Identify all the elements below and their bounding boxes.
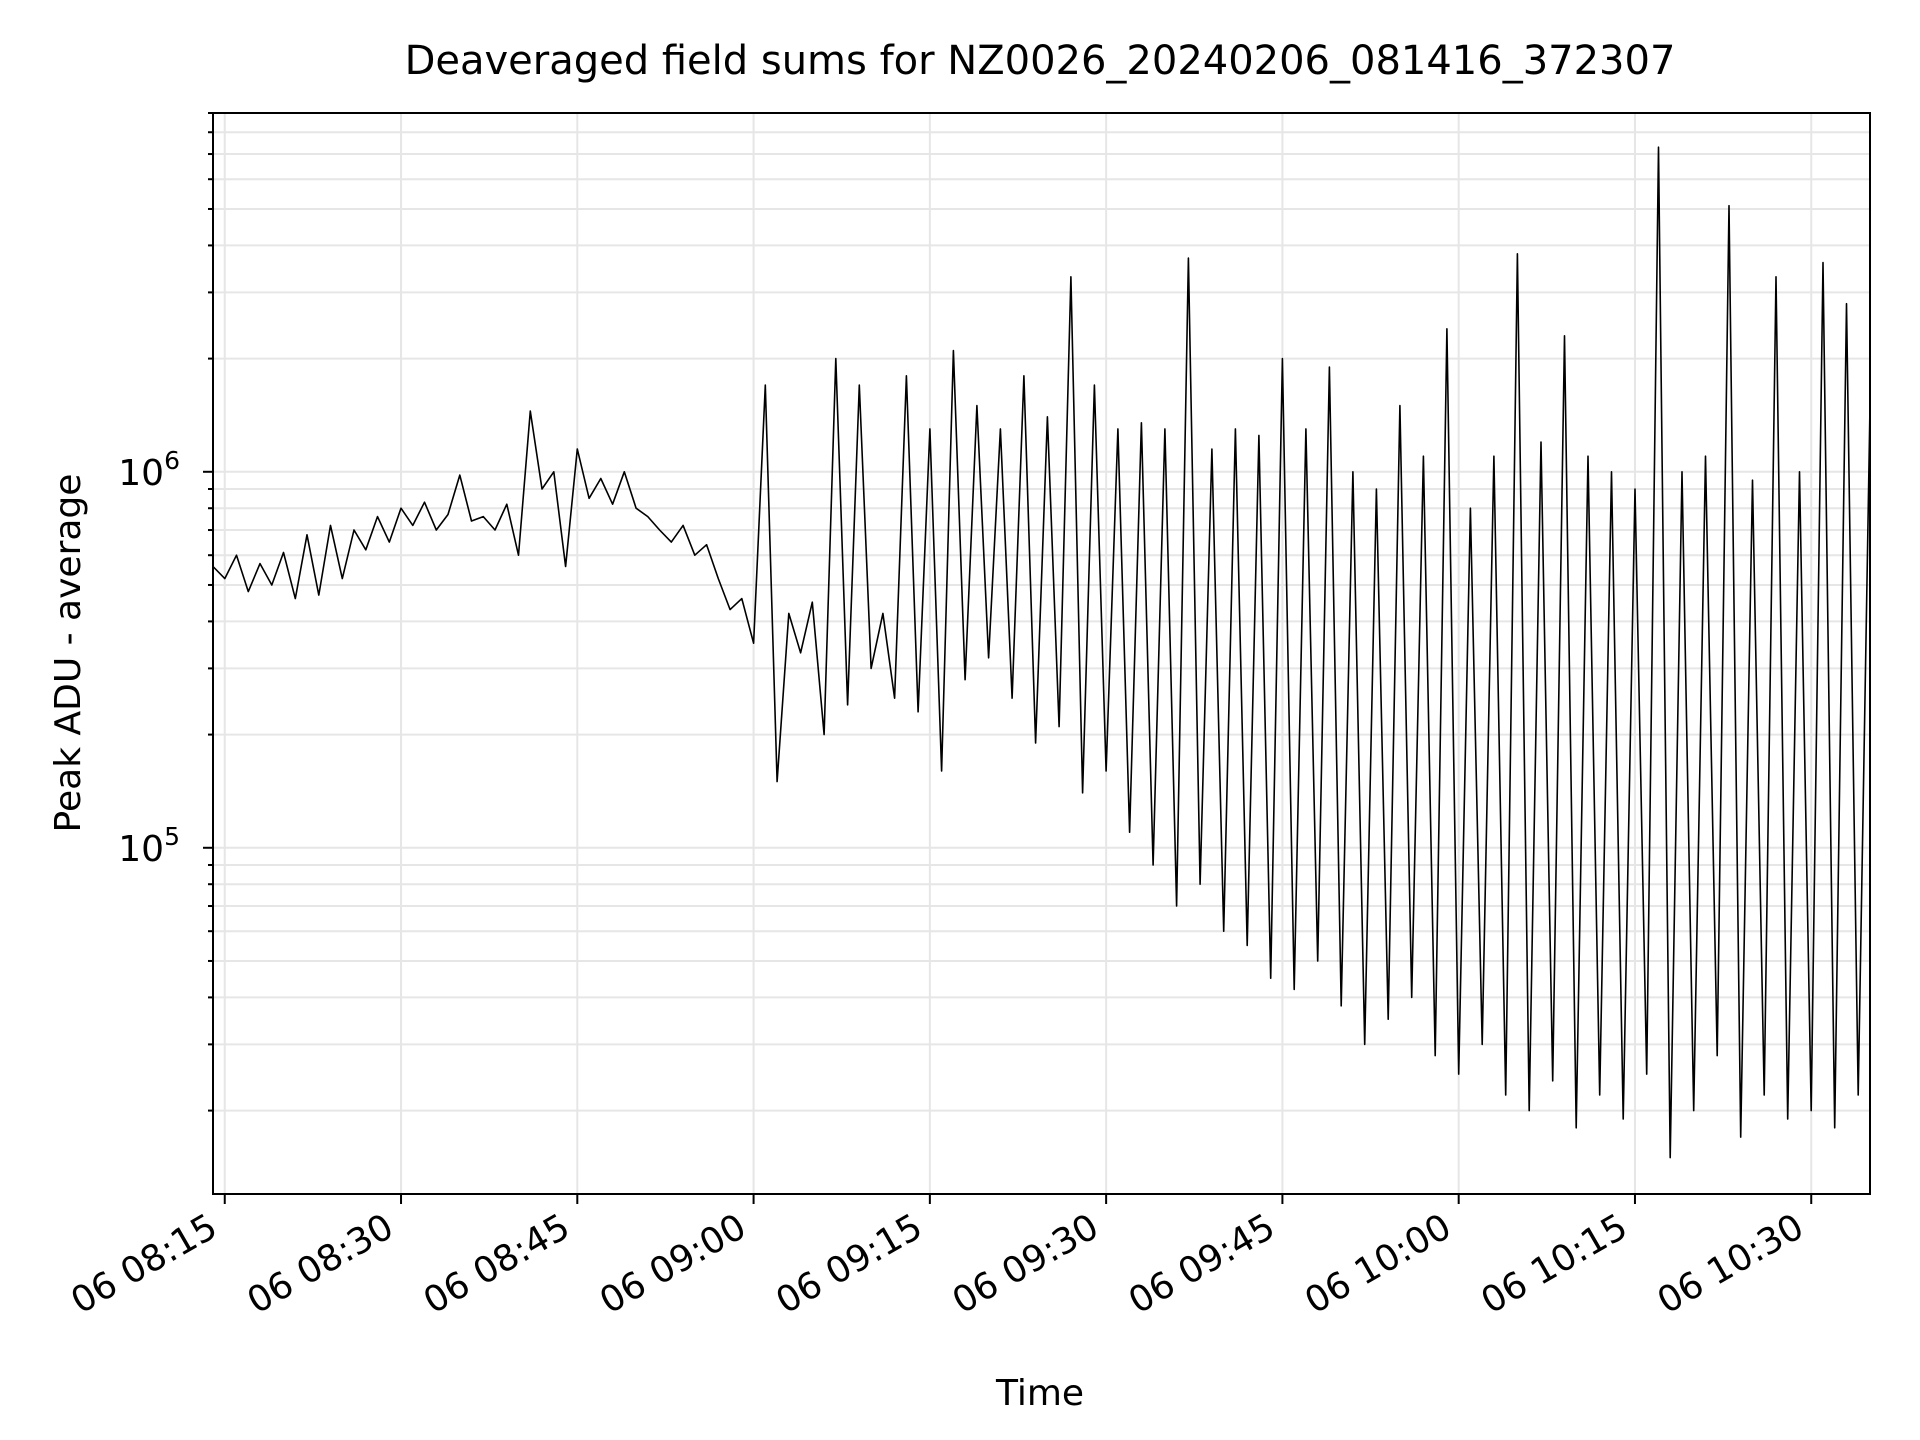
series-line: [212, 146, 1871, 1159]
series-layer: [212, 146, 1871, 1159]
chart-title: Deaveraged field sums for NZ0026_2024020…: [405, 38, 1676, 84]
y-axis-label: Peak ADU - average: [48, 474, 89, 833]
plot-frame: [212, 112, 1871, 1195]
y-tick-label: 105: [118, 822, 180, 870]
x-axis-label: Time: [995, 1373, 1084, 1414]
